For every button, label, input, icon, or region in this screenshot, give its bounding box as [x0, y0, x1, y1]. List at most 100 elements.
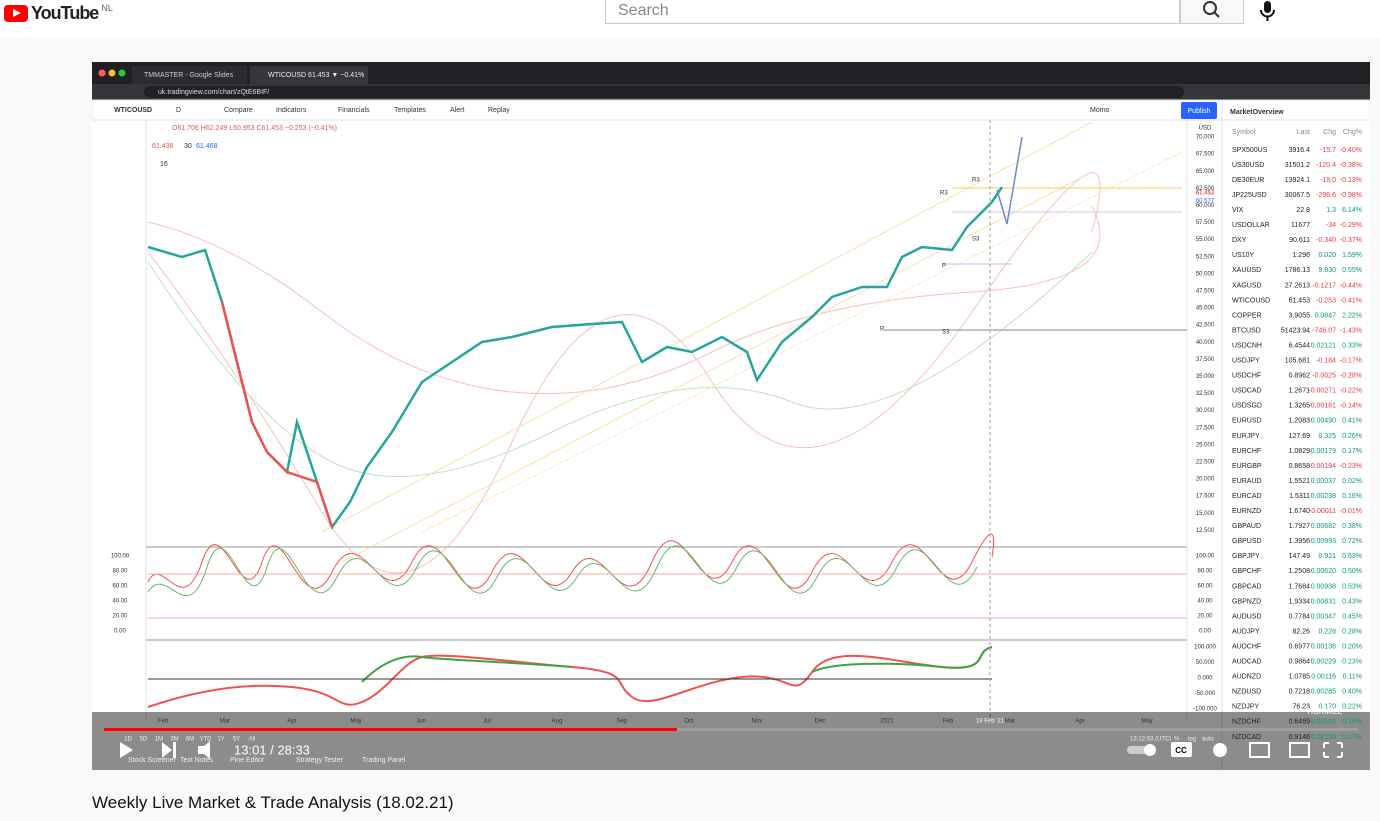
watchlist-symbol[interactable]: AUDUSD: [1232, 613, 1262, 620]
watchlist-symbol[interactable]: JP225USD: [1232, 192, 1267, 199]
watchlist-symbol[interactable]: NZDCAD: [1232, 734, 1261, 741]
watchlist-symbol[interactable]: DXY: [1232, 237, 1247, 244]
price-tick: 55.000: [1196, 237, 1215, 243]
watchlist-cell: -15.7: [1320, 147, 1336, 154]
search-box[interactable]: Search: [605, 0, 1180, 24]
watchlist-symbol[interactable]: USDOLLAR: [1232, 222, 1270, 229]
watchlist-cell: 0.8962: [1289, 373, 1311, 380]
price-tick: 47.500: [1196, 288, 1215, 294]
publish-button[interactable]: Publish: [1188, 108, 1211, 115]
watchlist-symbol[interactable]: EURAUD: [1232, 478, 1262, 485]
bottom-tab[interactable]: Pine Editor: [230, 757, 265, 764]
watchlist-symbol[interactable]: USDCNH: [1232, 342, 1262, 349]
watchlist-symbol[interactable]: GBPNZD: [1232, 598, 1261, 605]
watchlist-cell: 82.26: [1292, 628, 1310, 635]
watchlist-symbol[interactable]: AUDCHF: [1232, 643, 1261, 650]
range-button[interactable]: 5D: [140, 737, 148, 743]
video[interactable]: TMMASTER - Google Slides WTICOUSD 61.453 …: [92, 62, 1370, 770]
time-tick: Apr: [1075, 719, 1084, 725]
scale-toggle[interactable]: log: [1188, 737, 1196, 743]
scale-toggle[interactable]: %: [1174, 737, 1180, 743]
watchlist-symbol[interactable]: BTCUSD: [1232, 327, 1261, 334]
watchlist-symbol[interactable]: USDCAD: [1232, 388, 1262, 395]
bottom-tab[interactable]: Text Notes: [180, 757, 214, 764]
browser-tab[interactable]: WTICOUSD 61.453 ▼ −0.41%: [268, 72, 364, 79]
scale-toggle[interactable]: auto: [1202, 737, 1214, 743]
watchlist-symbol[interactable]: NZDUSD: [1232, 689, 1261, 696]
osc-tick-left: 0.00: [114, 629, 126, 635]
captions-button[interactable]: CC: [1175, 746, 1187, 755]
watchlist-symbol[interactable]: GBPAUD: [1232, 523, 1261, 530]
toolbar-item[interactable]: Indicators: [276, 107, 307, 114]
bottom-tab[interactable]: Strategy Tester: [296, 757, 344, 764]
range-button[interactable]: 3M: [170, 737, 178, 743]
watchlist-symbol[interactable]: EURCAD: [1232, 493, 1262, 500]
watchlist-symbol[interactable]: GBPCAD: [1232, 583, 1262, 590]
watchlist-symbol[interactable]: USDSGD: [1232, 403, 1262, 410]
masthead: YouTube NL Search: [0, 0, 1380, 38]
watchlist-symbol[interactable]: EURJPY: [1232, 433, 1260, 440]
range-button[interactable]: 6M: [186, 737, 194, 743]
mom-tick: 0.000: [1197, 676, 1213, 682]
bottom-tab[interactable]: Stock Screener: [128, 757, 177, 764]
range-button[interactable]: 5Y: [233, 737, 240, 743]
watchlist-cell: 0.00037: [1311, 478, 1336, 485]
osc-tick: 80.00: [1197, 569, 1213, 575]
watchlist-cell: -0.340: [1316, 237, 1336, 244]
watchlist-symbol[interactable]: XAUUSD: [1232, 267, 1261, 274]
watchlist-symbol[interactable]: AUDCAD: [1232, 659, 1262, 666]
watchlist-symbol[interactable]: COPPER: [1232, 312, 1262, 319]
watchlist-symbol[interactable]: DE30EUR: [1232, 177, 1264, 184]
search-button[interactable]: [1180, 0, 1244, 24]
watchlist-symbol[interactable]: VIX: [1232, 207, 1244, 214]
watchlist-symbol[interactable]: XAGUSD: [1232, 282, 1262, 289]
watchlist-symbol[interactable]: NZDJPY: [1232, 704, 1260, 711]
watchlist-cell: 0.00831: [1311, 598, 1336, 605]
symbol[interactable]: WTICOUSD: [114, 107, 152, 114]
pivot-label: S3: [972, 237, 980, 243]
toolbar-item[interactable]: Templates: [394, 107, 426, 114]
watchlist-symbol[interactable]: US30USD: [1232, 162, 1264, 169]
watchlist-symbol[interactable]: AUDJPY: [1232, 628, 1260, 635]
watchlist-column: Last: [1297, 129, 1310, 136]
watchlist-cell: 1.3956: [1289, 538, 1311, 545]
toolbar-item[interactable]: Compare: [224, 107, 253, 114]
range-button[interactable]: 1M: [155, 737, 163, 743]
watchlist-cell: 22.8: [1296, 207, 1310, 214]
watchlist-symbol[interactable]: EURCHF: [1232, 448, 1261, 455]
range-button[interactable]: 1D: [124, 737, 132, 743]
watchlist-symbol[interactable]: GBPUSD: [1232, 538, 1262, 545]
watchlist-symbol[interactable]: US10Y: [1232, 252, 1255, 259]
watchlist-cell: 1.59%: [1342, 252, 1362, 259]
toolbar-item[interactable]: Replay: [488, 107, 510, 114]
range-button[interactable]: 1Y: [217, 737, 224, 743]
price-tick: 67.500: [1196, 152, 1215, 158]
watchlist-symbol[interactable]: USDJPY: [1232, 358, 1260, 365]
watchlist-symbol[interactable]: AUDNZD: [1232, 674, 1261, 681]
layout-name[interactable]: Momo: [1090, 107, 1110, 114]
watchlist-symbol[interactable]: WTICOUSD: [1232, 297, 1270, 304]
mic[interactable]: [1258, 0, 1278, 22]
range-button[interactable]: All: [249, 737, 256, 743]
watchlist-symbol[interactable]: GBPCHF: [1232, 568, 1261, 575]
toolbar-item[interactable]: Financials: [338, 107, 370, 114]
logo[interactable]: YouTube NL: [4, 3, 113, 24]
watchlist-symbol[interactable]: EURNZD: [1232, 508, 1261, 515]
watchlist-symbol[interactable]: SPX500US: [1232, 147, 1268, 154]
watchlist-cell: 0.00116: [1311, 674, 1336, 681]
watchlist-symbol[interactable]: EURUSD: [1232, 418, 1262, 425]
watchlist-title[interactable]: MarketOverview: [1230, 109, 1284, 116]
interval[interactable]: D: [176, 107, 181, 114]
toolbar-item[interactable]: Alert: [450, 107, 464, 114]
watchlist-symbol[interactable]: USDCHF: [1232, 373, 1261, 380]
browser-tab[interactable]: TMMASTER - Google Slides: [144, 72, 234, 79]
bottom-tab[interactable]: Trading Panel: [362, 757, 406, 764]
url: uk.tradingview.com/chart/zQtE6BIF/: [158, 89, 269, 96]
watchlist-symbol[interactable]: GBPJPY: [1232, 553, 1260, 560]
watchlist-cell: 1.0829: [1289, 448, 1311, 455]
time-tick: Dec: [815, 719, 826, 725]
range-button[interactable]: YTD: [200, 737, 213, 743]
watchlist-symbol[interactable]: EURGBP: [1232, 463, 1262, 470]
spread: 30: [184, 143, 192, 150]
watchlist-symbol[interactable]: NZDCHF: [1232, 719, 1261, 726]
